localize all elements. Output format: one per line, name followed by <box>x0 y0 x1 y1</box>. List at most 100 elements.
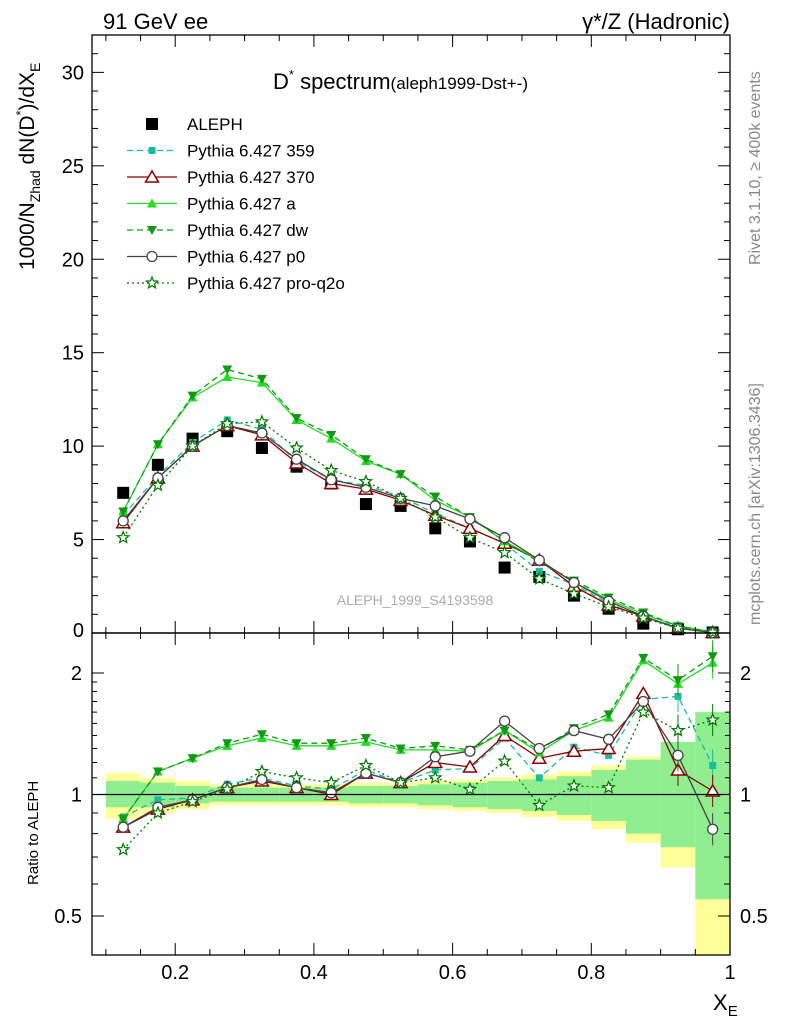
main-point <box>117 486 130 499</box>
ratio-y-tick-label-right: 2 <box>740 663 751 685</box>
header-right: γ*/Z (Hadronic) <box>582 9 730 34</box>
ratio-point <box>497 753 512 768</box>
ratio-point <box>254 763 270 778</box>
ratio-point <box>395 744 406 754</box>
ratio-point <box>499 726 510 736</box>
legend-marker <box>146 250 158 263</box>
ratio-series-5 <box>115 703 720 856</box>
main-point <box>326 430 337 440</box>
main-point <box>118 507 129 517</box>
main-point <box>254 414 270 429</box>
main-point <box>430 492 441 502</box>
x-tick-label: 0.2 <box>161 962 189 984</box>
legend-label: Pythia 6.427 pro-q2o <box>187 274 345 293</box>
ratio-point <box>464 745 476 757</box>
main-point <box>359 498 372 511</box>
main-point <box>219 416 235 430</box>
ratio-series-3 <box>118 640 718 824</box>
ratio-axes: 0.5 0.5 1 1 2 2 <box>54 632 768 956</box>
main-point <box>705 624 720 639</box>
main-point <box>429 522 442 535</box>
main-point <box>222 365 233 375</box>
header-left: 91 GeV ee <box>103 9 208 34</box>
main-point <box>289 440 304 455</box>
ratio-point <box>118 814 129 824</box>
ratio-series-line <box>122 659 714 820</box>
ratio-point <box>222 739 233 749</box>
main-point <box>185 438 200 453</box>
x-tick-label: 0.8 <box>577 962 605 984</box>
legend-marker <box>144 275 160 290</box>
ratio-point <box>535 774 543 782</box>
ratio-y-tick-label-right: 1 <box>740 785 751 807</box>
legend-marker <box>147 226 157 235</box>
main-point <box>498 532 511 544</box>
legend-marker <box>144 169 160 183</box>
main-point <box>533 554 545 566</box>
main-point <box>601 599 616 614</box>
ratio-point <box>323 774 339 789</box>
ratio-point <box>462 781 478 796</box>
ratio-point <box>291 739 302 749</box>
ratio-point <box>600 741 617 755</box>
main-point <box>150 477 166 492</box>
ratio-point <box>429 751 441 763</box>
ratio-point <box>709 761 717 769</box>
main-series-line <box>122 424 713 634</box>
main-point <box>256 374 267 384</box>
main-point <box>498 561 511 574</box>
ratio-y-tick-label-right: 0.5 <box>740 906 768 928</box>
ratio-y-tick-label: 2 <box>71 663 82 685</box>
legend: ALEPH Pythia 6.427 359 Pythia 6.427 370 Pyt… <box>127 115 345 293</box>
main-point <box>670 620 686 635</box>
ratio-bands <box>105 712 730 955</box>
ratio-point <box>185 794 200 808</box>
main-point <box>256 427 268 439</box>
main-series-line <box>122 421 713 633</box>
legend-entry: Pythia 6.427 a <box>127 195 296 214</box>
ratio-point <box>707 652 718 662</box>
analysis-watermark: ALEPH_1999_S4193598 <box>337 592 494 608</box>
main-point <box>152 440 163 450</box>
ratio-point <box>636 704 651 719</box>
ratio-y-tick-label: 1 <box>71 785 82 807</box>
main-point <box>358 473 374 488</box>
ratio-point <box>117 821 129 833</box>
ratio-point <box>566 743 582 757</box>
ratio-point <box>704 783 721 797</box>
legend-marker <box>148 147 156 154</box>
main-point <box>117 515 129 527</box>
ratio-series <box>115 640 721 856</box>
ratio-point <box>603 710 614 720</box>
legend-entry: Pythia 6.427 pro-q2o <box>127 274 345 293</box>
legend-label: ALEPH <box>187 115 243 134</box>
legend-label: Pythia 6.427 dw <box>187 221 309 240</box>
main-point <box>428 509 443 524</box>
ratio-point <box>187 754 198 764</box>
legend-label: Pythia 6.427 359 <box>187 142 315 161</box>
legend-entry: Pythia 6.427 p0 <box>127 248 305 267</box>
ratio-point <box>428 770 443 784</box>
ratio-point <box>532 797 547 812</box>
ratio-point <box>358 757 374 772</box>
main-point <box>255 441 268 454</box>
main-point <box>566 586 582 600</box>
legend-label: Pythia 6.427 370 <box>187 168 315 187</box>
ratio-point <box>152 767 163 777</box>
main-point <box>532 571 547 586</box>
legend-marker <box>147 198 157 208</box>
ratio-y-tick-label: 0.5 <box>54 906 82 928</box>
y-tick-label: 10 <box>62 436 84 458</box>
ratio-point <box>115 842 131 856</box>
main-point <box>291 414 302 424</box>
ratio-point <box>289 770 304 784</box>
ratio-series-line <box>122 700 714 830</box>
main-axes: 5 10 15 20 25 30 0 <box>62 34 731 642</box>
x-tick-labels: 0.2 0.4 0.6 0.8 1 <box>161 962 735 984</box>
main-point <box>429 500 441 512</box>
main-point <box>497 544 512 559</box>
ratio-point <box>672 749 684 762</box>
ratio-point <box>605 751 613 759</box>
y-tick-label: 30 <box>62 62 84 84</box>
ratio-point <box>638 653 649 663</box>
